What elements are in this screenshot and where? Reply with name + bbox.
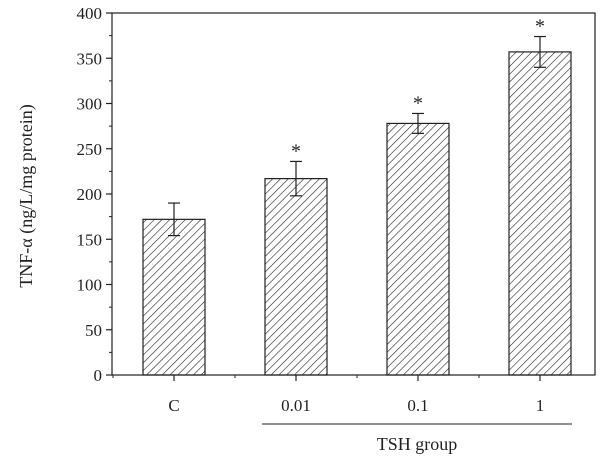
group-label: TSH group [377,434,458,454]
x-tick-label: 0.1 [407,396,428,415]
x-tick-label: 0.01 [281,396,311,415]
bar [386,122,450,376]
significance-star: * [291,140,301,162]
y-axis-title: TNF-α (ng/L/mg protein) [16,104,37,287]
error-bars [168,35,546,237]
x-tick-label: 1 [536,396,545,415]
y-tick-label: 400 [77,4,103,23]
significance-markers: * * * [291,16,545,163]
y-axis: 0 50 100 150 200 250 300 350 400 [77,4,112,385]
bar [264,178,328,376]
y-tick-label: 350 [77,49,103,68]
bar [508,51,572,376]
x-tick-label: C [168,396,179,415]
y-tick-label: 0 [94,366,103,385]
bar [142,218,206,376]
significance-star: * [413,92,423,114]
y-tick-label: 100 [77,276,103,295]
bars [142,51,572,376]
y-tick-label: 150 [77,230,103,249]
y-tick-label: 300 [77,95,103,114]
y-tick-label: 250 [77,140,103,159]
significance-star: * [535,16,545,38]
y-tick-label: 50 [85,321,102,340]
y-tick-label: 200 [77,185,103,204]
x-axis: C 0.01 0.1 1 [112,375,545,415]
